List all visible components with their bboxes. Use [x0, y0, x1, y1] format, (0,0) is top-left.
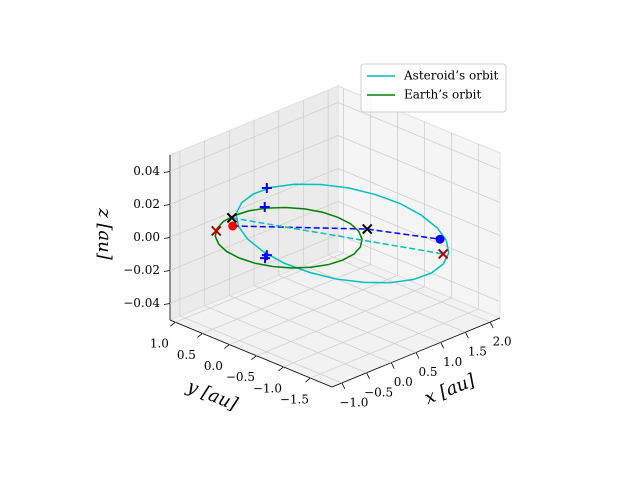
grid-line	[204, 305, 367, 374]
y-tick-label: 0.5	[177, 348, 196, 362]
x-tick-label: −1.0	[339, 395, 368, 409]
grid-line	[337, 135, 501, 203]
dashed-line	[232, 225, 441, 240]
marker	[259, 202, 270, 213]
grid-line	[337, 234, 501, 302]
x-tick	[489, 321, 494, 329]
y-tick-label: 1.0	[150, 337, 169, 351]
z-tick	[163, 303, 171, 305]
z-tick-label: −0.04	[123, 296, 160, 310]
x-tick	[366, 372, 370, 379]
x-tick-label: 1.5	[468, 345, 487, 359]
y-tick-label: 0.0	[204, 359, 223, 373]
grid-line	[179, 315, 343, 384]
grid-line	[169, 201, 339, 271]
grid-line	[256, 286, 425, 357]
x-tick	[341, 382, 346, 390]
x-tick-label: −0.5	[364, 385, 393, 399]
grid-line	[169, 135, 339, 205]
grid-line	[337, 168, 501, 236]
orbit-line	[214, 206, 363, 269]
y-tick	[278, 366, 284, 372]
marker	[226, 212, 238, 224]
grid	[163, 88, 501, 390]
grid-line	[169, 168, 339, 238]
grid-line	[278, 274, 441, 343]
grid-line	[169, 102, 339, 172]
grid-line	[253, 285, 417, 353]
legend: Asteroid’s orbit Earth’s orbit	[360, 63, 507, 113]
grid-line	[337, 102, 501, 170]
z-tick-label: −0.02	[123, 263, 160, 277]
grid-line	[229, 295, 392, 364]
grid-line	[337, 201, 501, 269]
marks	[211, 182, 450, 284]
y-tick	[224, 344, 230, 349]
y-tick	[197, 333, 203, 338]
y-tick-label: −0.5	[226, 370, 255, 384]
grid-line	[229, 275, 398, 345]
legend-label: Asteroid’s orbit	[403, 69, 498, 83]
marker	[437, 248, 449, 260]
y-tick	[305, 377, 311, 383]
legend-label: Earth’s orbit	[404, 88, 481, 102]
x-tick	[440, 342, 445, 349]
x-tick-label: 0.5	[418, 365, 437, 379]
x-tick	[390, 362, 395, 369]
grid-line	[283, 297, 452, 368]
x-tick-label: 0.0	[394, 375, 413, 389]
y-tick-label: −1.5	[280, 393, 309, 407]
marker	[362, 223, 373, 235]
z-tick-label: 0.04	[133, 164, 160, 178]
grid-line	[310, 308, 479, 379]
z-tick	[163, 270, 171, 272]
grid-line	[327, 254, 491, 323]
z-tick	[163, 237, 171, 239]
grid-line	[202, 264, 371, 334]
x-tick-label: 2.0	[493, 335, 512, 349]
marker	[260, 253, 271, 264]
panes	[168, 85, 502, 388]
marker	[211, 225, 222, 237]
grid-line	[303, 264, 466, 333]
y-axis-line	[169, 319, 333, 388]
z-tick-label: 0.00	[133, 230, 160, 244]
z-axis-label: z [au]	[94, 207, 115, 261]
point	[435, 234, 445, 244]
marker	[261, 182, 272, 193]
z-tick	[163, 204, 171, 206]
y-tick	[251, 355, 257, 361]
x-tick-label: 1.0	[443, 355, 462, 369]
legend-box	[360, 63, 507, 113]
z-tick-label: 0.02	[133, 197, 160, 211]
y-tick-label: −1.0	[253, 381, 282, 395]
x-tick	[415, 352, 420, 359]
x-tick	[465, 332, 469, 339]
point	[228, 221, 238, 231]
grid-line	[175, 252, 344, 323]
grid-line	[169, 234, 339, 304]
z-tick	[163, 171, 171, 173]
y-tick	[170, 321, 176, 327]
